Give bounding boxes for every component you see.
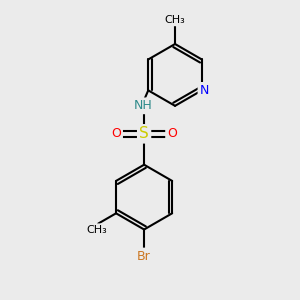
Text: NH: NH [133, 99, 152, 112]
Text: CH₃: CH₃ [165, 15, 185, 25]
Text: N: N [200, 84, 209, 97]
Text: Br: Br [137, 250, 151, 262]
Text: O: O [167, 127, 177, 140]
Text: CH₃: CH₃ [86, 225, 107, 235]
Text: S: S [139, 126, 149, 141]
Text: O: O [111, 127, 121, 140]
